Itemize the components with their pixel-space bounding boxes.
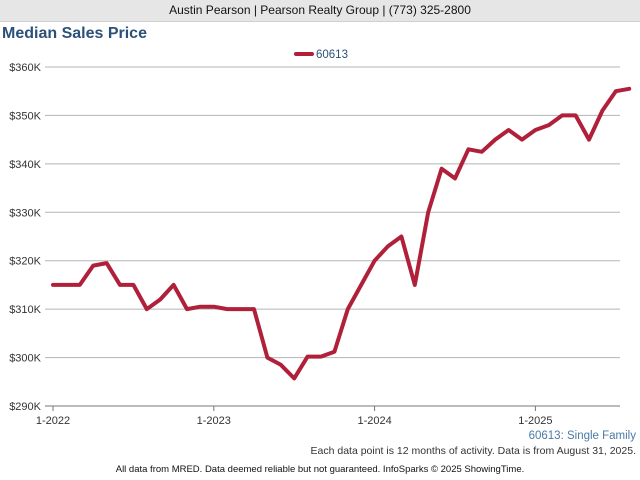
y-tick-label: $290K: [9, 401, 41, 413]
disclaimer: All data from MRED. Data deemed reliable…: [115, 464, 525, 475]
y-tick-label: $300K: [9, 353, 41, 365]
x-tick-label: 1-2023: [197, 415, 231, 427]
y-tick-label: $350K: [9, 110, 41, 122]
series-sublabel: 60613: Single Family: [529, 430, 637, 442]
gridlines: [45, 66, 620, 407]
y-tick-label: $360K: [9, 62, 41, 74]
y-tick-label: $330K: [9, 207, 41, 219]
legend-label: 60613: [316, 49, 348, 61]
legend: 60613: [294, 49, 348, 61]
chart-title: Median Sales Price: [2, 25, 147, 42]
data-note: Each data point is 12 months of activity…: [310, 445, 637, 457]
agent-header: Austin Pearson | Pearson Realty Group | …: [0, 0, 640, 22]
x-tick-label: 1-2022: [36, 415, 70, 427]
x-tick-label: 1-2025: [518, 415, 552, 427]
axes: $290K $300K $310K $320K $330K $340K $350K $360K…: [9, 62, 636, 442]
series-layer: [51, 86, 632, 381]
y-tick-label: $340K: [9, 159, 41, 171]
series-line-60613: [51, 86, 632, 381]
y-tick-label: $310K: [9, 304, 41, 316]
x-tick-label: 1-2024: [357, 415, 391, 427]
y-tick-label: $320K: [9, 256, 41, 268]
